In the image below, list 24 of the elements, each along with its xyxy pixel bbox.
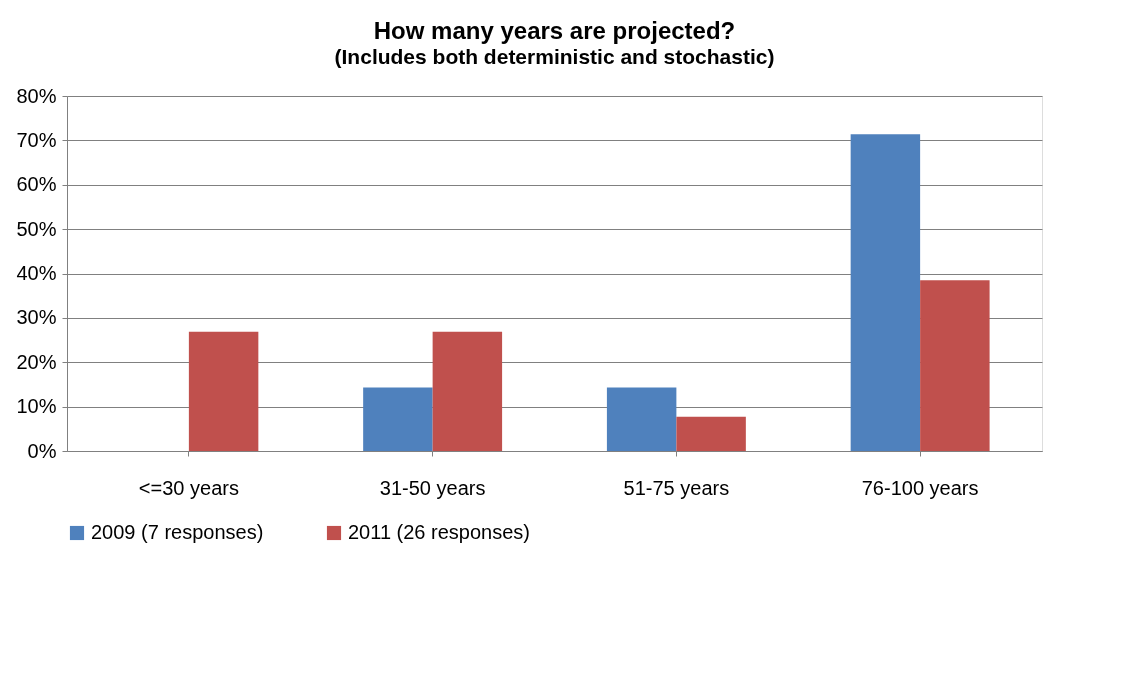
y-tick-label: 60% xyxy=(16,173,57,196)
bar xyxy=(676,416,746,451)
bar xyxy=(850,134,921,451)
x-tick-label: 76-100 years xyxy=(861,476,979,499)
chart-title: How many years are projected? xyxy=(373,17,736,44)
chart-subtitle: (Includes both deterministic and stochastic) xyxy=(334,45,775,68)
y-tick-label: 30% xyxy=(16,306,57,329)
legend-label: 2011 (26 responses) xyxy=(348,521,530,543)
bar xyxy=(188,331,259,451)
y-tick-label: 50% xyxy=(16,217,57,240)
legend-label: 2009 (7 responses) xyxy=(91,521,264,543)
y-tick-label: 20% xyxy=(16,350,57,373)
x-tick-label: <=30 years xyxy=(138,476,239,499)
y-tick-label: 10% xyxy=(16,395,57,418)
x-tick-label: 31-50 years xyxy=(379,476,486,499)
y-tick-label: 70% xyxy=(16,128,57,151)
y-tick-label: 80% xyxy=(16,84,57,107)
bar xyxy=(920,280,990,451)
y-tick-label: 0% xyxy=(27,439,57,462)
x-tick-label: 51-75 years xyxy=(623,476,730,499)
y-tick-label: 40% xyxy=(16,262,57,284)
bar xyxy=(363,387,433,451)
bar xyxy=(606,387,677,451)
bar xyxy=(432,331,503,451)
